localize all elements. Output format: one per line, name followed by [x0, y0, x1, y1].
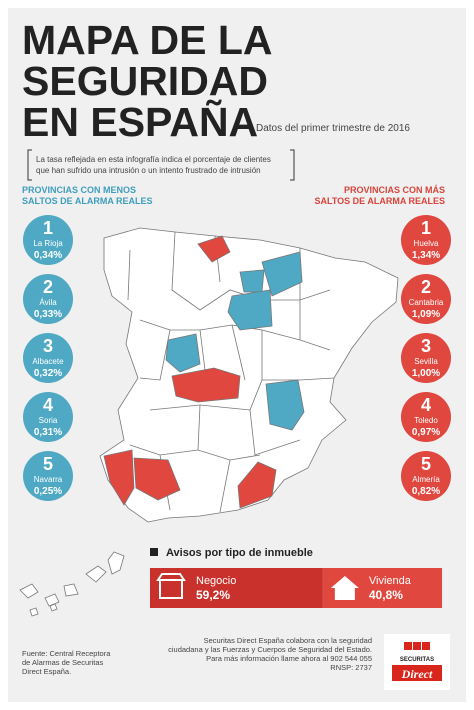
badge-rank: 5	[421, 454, 431, 474]
canary-islands	[19, 551, 125, 617]
bar-label: 59,2%	[196, 588, 230, 602]
note-line: Securitas Direct España colabora con la …	[204, 636, 372, 645]
title: MAPA DE LA SEGURIDAD EN ESPAÑA	[22, 17, 273, 145]
source-line: Direct España.	[22, 667, 71, 676]
badges: 1La Rioja0,34%2Ávila0,33%3Albacete0,32%4…	[23, 215, 451, 501]
badge-rank: 1	[43, 218, 53, 238]
province-toledo	[171, 367, 241, 403]
logo: SECURITAS Direct	[384, 634, 450, 690]
bar-name: Vivienda	[369, 575, 412, 587]
badge-name: Almería	[412, 475, 440, 484]
badge-name: Huelva	[414, 239, 439, 248]
province-albacete	[265, 379, 305, 431]
footer: Fuente: Central Receptora de Alarmas de …	[22, 636, 372, 676]
badge-name: Toledo	[414, 416, 438, 425]
badge-rate: 0,32%	[34, 368, 62, 379]
badge-circle	[401, 451, 451, 501]
badge-name: Soria	[39, 416, 58, 425]
intro-bracket	[27, 149, 295, 181]
title-line: EN ESPAÑA	[22, 99, 258, 145]
badge-rank: 1	[421, 218, 431, 238]
badge-circle	[23, 451, 73, 501]
badge-circle	[23, 215, 73, 265]
logo-bar	[392, 665, 442, 681]
badge-rate: 0,25%	[34, 486, 62, 497]
province-huelva	[103, 449, 135, 506]
property-heading: Avisos por tipo de inmueble	[166, 547, 313, 559]
badge-circle	[23, 274, 73, 324]
badge-name: Sevilla	[414, 357, 438, 366]
badge-circle	[23, 333, 73, 383]
least-heading: SALTOS DE ALARMA REALES	[22, 196, 153, 206]
note-line: Para más información llame ahora al 902 …	[206, 654, 372, 663]
icon-store	[156, 573, 186, 599]
intro-line: La tasa reflejada en esta infografía ind…	[36, 155, 271, 164]
badge: 1La Rioja 0,34%	[23, 215, 73, 265]
badge-circle	[401, 392, 451, 442]
badge-name: Navarra	[34, 475, 63, 484]
least-heading: PROVINCIAS CON MENOS	[22, 185, 136, 195]
source-line: Fuente: Central Receptora	[22, 649, 111, 658]
badge-rate: 1,34%	[412, 250, 440, 261]
most-heading: PROVINCIAS CON MÁS	[344, 185, 445, 195]
bar-label: 40,8%	[369, 588, 403, 602]
title-line: SEGURIDAD	[22, 58, 268, 104]
bullet	[150, 548, 158, 556]
badge-rate: 0,34%	[34, 250, 62, 261]
subtitle: Datos del primer trimestre de 2016	[256, 123, 410, 134]
badge-name: Cantabria	[409, 298, 444, 307]
most-heading: SALTOS DE ALARMA REALES	[314, 196, 445, 206]
badge-rank: 4	[421, 395, 431, 415]
province-la-rioja	[239, 269, 265, 293]
badge-name: Albacete	[32, 357, 64, 366]
province-almeria	[237, 461, 277, 509]
intro-line: que han sufrido una intrusión o un inten…	[36, 166, 261, 175]
badge-circle	[401, 215, 451, 265]
badge-rank: 3	[43, 336, 53, 356]
badge-name: La Rioja	[33, 239, 63, 248]
icon-house	[330, 576, 359, 600]
badge-rank: 5	[43, 454, 53, 474]
province-navarra	[261, 251, 303, 297]
province-soria	[227, 289, 273, 331]
badge-rate: 0,97%	[412, 427, 440, 438]
badge-rank: 2	[43, 277, 53, 297]
badge-rank: 4	[43, 395, 53, 415]
badge-rate: 0,31%	[34, 427, 62, 438]
map	[19, 227, 399, 617]
badge-rate: 1,09%	[412, 309, 440, 320]
bar-name: Negocio	[196, 575, 236, 587]
badge-circle	[401, 274, 451, 324]
badge-rank: 2	[421, 277, 431, 297]
title-line: MAPA DE LA	[22, 17, 273, 63]
logo-name: Direct	[401, 667, 433, 681]
rnsp: RNSP: 2737	[330, 663, 372, 672]
badge-circle	[401, 333, 451, 383]
badge-rate: 0,33%	[34, 309, 62, 320]
badge-rate: 0,82%	[412, 486, 440, 497]
province-sevilla	[133, 457, 181, 501]
badge-rank: 3	[421, 336, 431, 356]
note-line: ciudadana y las Fuerzas y Cuerpos de Seg…	[168, 645, 372, 654]
spain-outline	[99, 227, 399, 523]
source-line: de Alarmas de Securitas	[22, 658, 104, 667]
badge-name: Ávila	[39, 298, 57, 307]
province-avila	[165, 333, 201, 373]
badge-circle	[23, 392, 73, 442]
badge-rate: 1,00%	[412, 368, 440, 379]
province-cantabria	[197, 235, 231, 263]
logo-brand: SECURITAS	[400, 657, 434, 663]
